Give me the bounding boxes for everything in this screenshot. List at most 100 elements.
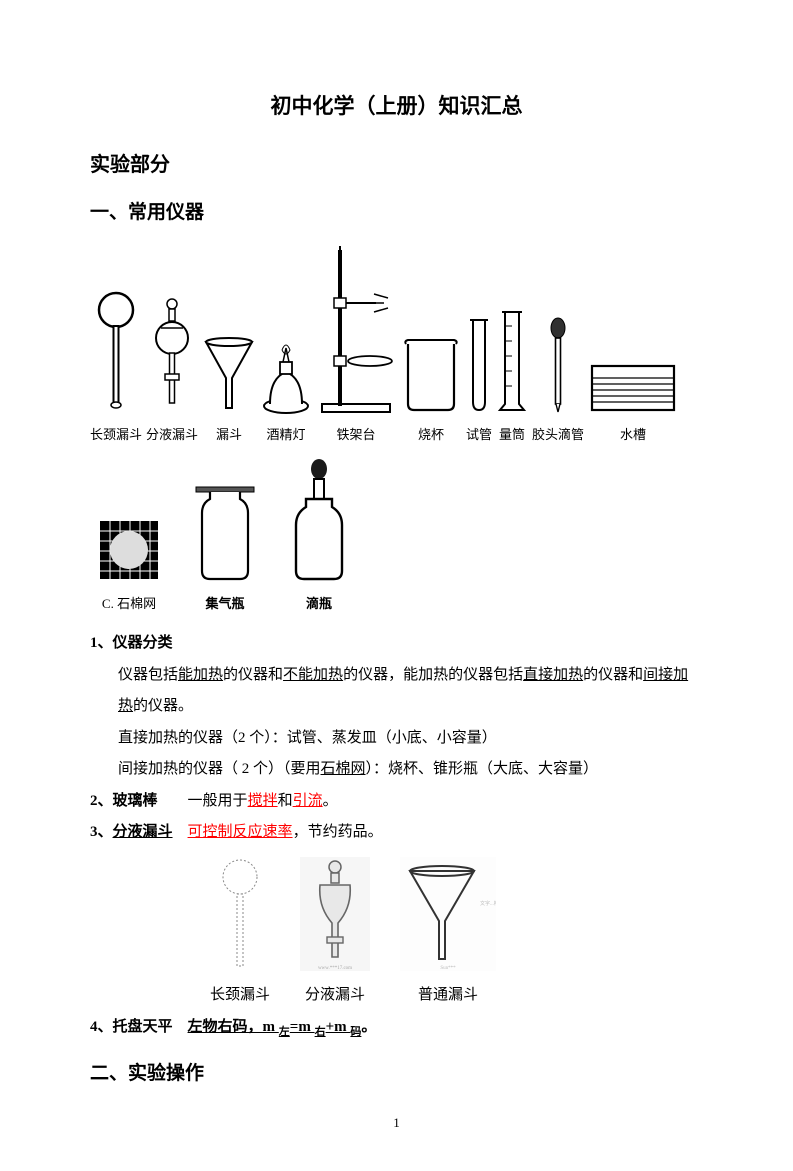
label: 普通漏斗 [418, 983, 478, 1004]
item-head: 玻璃棒 [113, 793, 158, 809]
u-text: +m [326, 1019, 351, 1035]
subscript: 码 [350, 1026, 361, 1038]
graduated-cylinder-icon [496, 306, 528, 416]
long-neck-funnel-2: 长颈漏斗 [210, 857, 270, 1004]
text: 。 [323, 793, 338, 809]
label: 滴瓶 [306, 593, 332, 612]
iron-stand-icon [316, 246, 396, 416]
item-3: 3、分液漏斗 可控制反应速率，节约药品。 [90, 817, 703, 849]
asbestos-net-icon [94, 515, 164, 585]
section-1-heading: 一、常用仪器 [90, 197, 703, 224]
water-trough-icon [588, 358, 678, 416]
u-text: 能加热 [178, 667, 223, 683]
separating-funnel-icon [151, 296, 193, 416]
text: 间接加热的仪器（ 2 个）（要用 [118, 761, 321, 777]
item-head: 仪器分类 [113, 635, 173, 651]
plain-funnel-icon: 文字...格式 Sun*** [400, 857, 496, 975]
label: 分液漏斗 [146, 424, 198, 443]
long-neck-funnel-icon [92, 286, 140, 416]
label: 烧杯 [418, 424, 444, 443]
spacer [173, 1019, 188, 1035]
section-experiment: 实验部分 [90, 148, 703, 177]
long-neck-funnel-icon [211, 857, 269, 975]
item-1-p1: 仪器包括能加热的仪器和不能加热的仪器，能加热的仪器包括直接加热的仪器和间接加热的… [90, 660, 703, 723]
separating-funnel-icon: www.***17.com [300, 857, 370, 975]
separating-funnel-2: www.***17.com 分液漏斗 [300, 857, 370, 1004]
funnel-icon [202, 336, 256, 416]
svg-text:Sun***: Sun*** [440, 966, 456, 971]
apparatus-beaker: 烧杯 [400, 336, 462, 443]
label: 水槽 [620, 424, 646, 443]
label: 分液漏斗 [305, 983, 365, 1004]
plain-funnel-2: 文字...格式 Sun*** 普通漏斗 [400, 857, 496, 1004]
apparatus-asbestos-net: C. 石棉网 [94, 515, 164, 612]
apparatus-row-2: C. 石棉网 集气瓶 滴瓶 [90, 457, 703, 612]
label: 铁架台 [337, 424, 376, 443]
svg-text:文字...格式: 文字...格式 [480, 900, 496, 907]
svg-text:www.***17.com: www.***17.com [318, 966, 352, 971]
apparatus-iron-stand: 铁架台 [316, 246, 396, 443]
apparatus-long-neck-funnel: 长颈漏斗 [90, 286, 142, 443]
subscript: 左 [279, 1026, 290, 1038]
funnel-comparison-row: 长颈漏斗 www.***17.com 分液漏斗 文字...格式 Sun*** 普… [90, 857, 703, 1004]
document-page: 初中化学（上册）知识汇总 实验部分 一、常用仪器 长颈漏斗 分液漏斗 [0, 0, 793, 1171]
spacer [158, 793, 188, 809]
item-head: 分液漏斗 [113, 824, 173, 840]
apparatus-separating-funnel: 分液漏斗 [146, 296, 198, 443]
subscript: 右 [315, 1026, 326, 1038]
item-1: 1、仪器分类 [90, 628, 703, 660]
item-2: 2、玻璃棒 一般用于搅拌和引流。 [90, 786, 703, 818]
item-1-p2: 直接加热的仪器（2 个）：试管、蒸发皿（小底、小容量） [90, 723, 703, 755]
label: 胶头滴管 [532, 424, 584, 443]
spacer [173, 824, 188, 840]
gas-jar-icon [188, 473, 262, 585]
apparatus-row-1: 长颈漏斗 分液漏斗 漏斗 [90, 246, 703, 443]
text: 的仪器。 [133, 698, 193, 714]
section-2-heading: 二、实验操作 [90, 1058, 703, 1085]
dropper-icon [548, 316, 568, 416]
dropper-bottle-icon [286, 457, 352, 585]
apparatus-funnel: 漏斗 [202, 336, 256, 443]
page-number: 1 [90, 1115, 703, 1131]
u-text: 石棉网 [321, 761, 366, 777]
text: 。 [361, 1019, 376, 1035]
u-text: 不能加热 [283, 667, 343, 683]
label: 漏斗 [216, 424, 242, 443]
label: 量筒 [499, 424, 525, 443]
label: 长颈漏斗 [210, 983, 270, 1004]
apparatus-dropper-bottle: 滴瓶 [286, 457, 352, 612]
apparatus-cylinder: 量筒 [496, 306, 528, 443]
label: 长颈漏斗 [90, 424, 142, 443]
text: ，节约药品。 [293, 824, 383, 840]
red-u-text: 可控制反应速率 [188, 824, 293, 840]
item-num: 3、 [90, 824, 113, 840]
test-tube-icon [466, 316, 492, 416]
alcohol-lamp-icon [260, 338, 312, 416]
red-u-text: 引流 [293, 793, 323, 809]
text: 的仪器和 [223, 667, 283, 683]
item-head: 托盘天平 [113, 1019, 173, 1035]
text: ）：烧杯、锥形瓶（大底、大容量） [366, 761, 599, 777]
apparatus-test-tube: 试管 [466, 316, 492, 443]
text: 一般用于 [188, 793, 248, 809]
item-num: 1、 [90, 635, 113, 651]
u-text: 左物右码，m [188, 1019, 279, 1035]
apparatus-trough: 水槽 [588, 358, 678, 443]
label: 酒精灯 [267, 424, 306, 443]
u-text: 直接加热 [523, 667, 583, 683]
text: 的仪器和 [583, 667, 643, 683]
item-4: 4、托盘天平 左物右码，m 左=m 右+m 码。 [90, 1012, 703, 1044]
text: 和 [278, 793, 293, 809]
apparatus-dropper: 胶头滴管 [532, 316, 584, 443]
apparatus-alcohol-lamp: 酒精灯 [260, 338, 312, 443]
label: 试管 [466, 424, 492, 443]
label: 集气瓶 [205, 593, 244, 612]
text: 的仪器，能加热的仪器包括 [343, 667, 523, 683]
u-text: =m [290, 1019, 315, 1035]
item-num: 2、 [90, 793, 113, 809]
red-u-text: 搅拌 [248, 793, 278, 809]
page-title: 初中化学（上册）知识汇总 [90, 90, 703, 120]
label: C. 石棉网 [102, 593, 156, 612]
item-1-p3: 间接加热的仪器（ 2 个）（要用石棉网）：烧杯、锥形瓶（大底、大容量） [90, 754, 703, 786]
item-num: 4、 [90, 1019, 113, 1035]
